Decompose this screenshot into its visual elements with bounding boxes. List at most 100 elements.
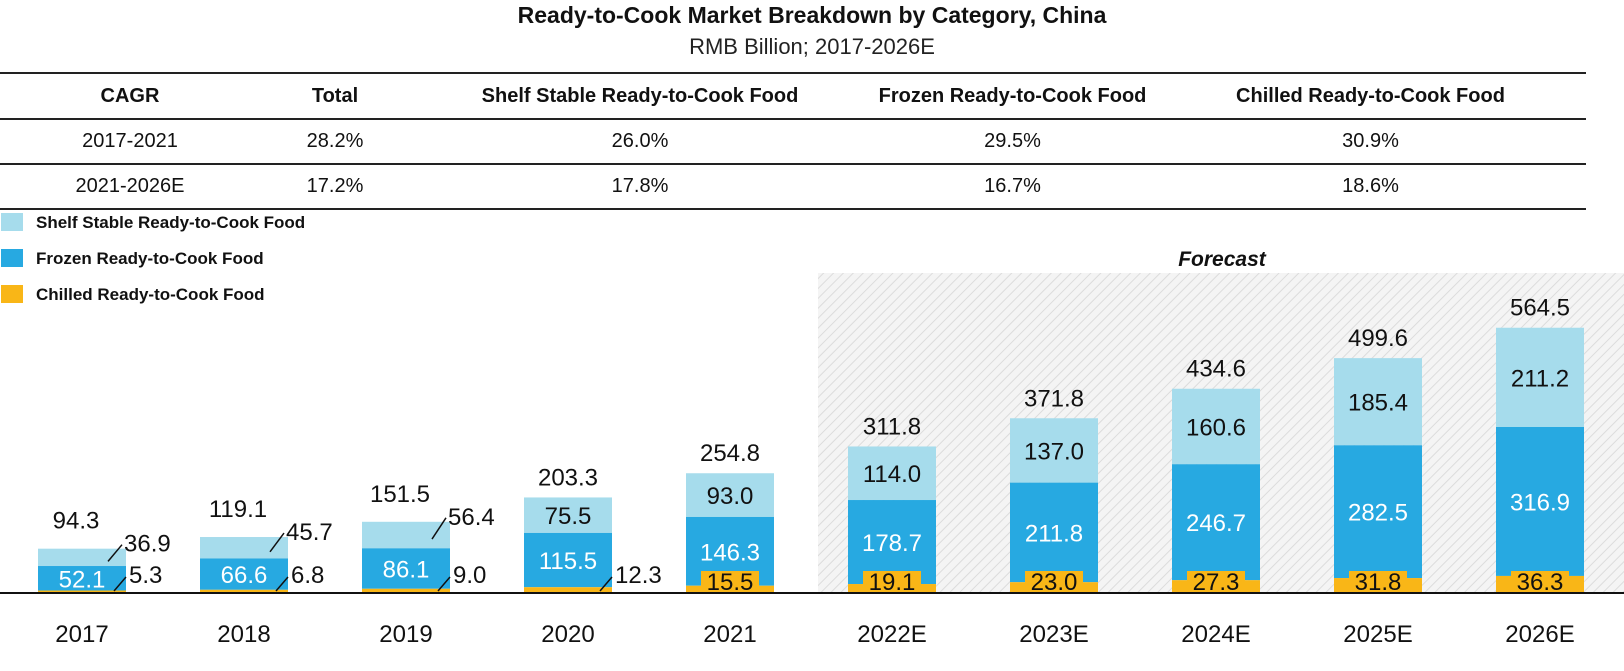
data-label-chilled: 31.8 [1355, 569, 1402, 596]
legend-swatch [1, 213, 23, 231]
bar-segment-frozen [1010, 482, 1098, 583]
data-label-chilled: 15.5 [707, 569, 754, 596]
data-label-total: 371.8 [1024, 385, 1084, 412]
x-tick-label: 2022E [857, 621, 926, 648]
forecast-label: Forecast [1178, 248, 1267, 271]
data-label-chilled: 5.3 [129, 562, 162, 589]
cagr-header-cagr: CAGR [0, 72, 260, 120]
chart-title: Ready-to-Cook Market Breakdown by Catego… [517, 2, 1107, 28]
bar-segment-shelf-stable [362, 521, 450, 549]
bar-segment-frozen [200, 558, 288, 590]
x-tick-label: 2020 [541, 621, 594, 648]
bar-segment-chilled [200, 589, 288, 593]
data-label-shelf-stable: 185.4 [1348, 390, 1408, 417]
data-label-chilled-bg [1511, 571, 1569, 593]
data-label-frozen: 146.3 [700, 539, 760, 566]
bar-segment-shelf-stable [1172, 388, 1260, 465]
data-label-chilled-bg [1349, 571, 1407, 593]
bar-segment-chilled [524, 587, 612, 593]
cagr-cell-chilled: 30.9% [1155, 119, 1586, 165]
data-label-total: 564.5 [1510, 295, 1570, 322]
cagr-header-chilled: Chilled Ready-to-Cook Food [1155, 72, 1586, 120]
x-tick-label: 2019 [379, 621, 432, 648]
cagr-cell-chilled: 18.6% [1155, 164, 1586, 210]
bar-segment-shelf-stable [38, 548, 126, 567]
data-label-shelf-stable: 211.2 [1511, 365, 1569, 392]
data-label-frozen: 211.8 [1025, 520, 1083, 547]
data-label-shelf-stable: 36.9 [124, 531, 171, 558]
cagr-cell-frozen: 16.7% [870, 164, 1155, 210]
data-label-chilled-bg [863, 571, 921, 593]
data-label-total: 434.6 [1186, 356, 1246, 383]
cagr-cell-frozen: 29.5% [870, 119, 1155, 165]
leader-line [107, 544, 123, 562]
bar-segment-shelf-stable [1496, 327, 1584, 427]
bar-segment-frozen [1496, 426, 1584, 576]
data-label-chilled: 19.1 [869, 569, 916, 596]
data-label-frozen: 52.1 [59, 566, 106, 593]
leader-line [437, 576, 451, 592]
data-label-chilled-bg [701, 571, 759, 593]
stacked-bar-chart: Forecast Shelf Stable Ready-to-Cook Food… [0, 213, 1624, 648]
x-tick-label: 2023E [1019, 621, 1088, 648]
leader-line [275, 576, 289, 592]
bar-segment-shelf-stable [1334, 358, 1422, 446]
cagr-header-row: CAGR Total Shelf Stable Ready-to-Cook Fo… [0, 72, 1586, 120]
data-label-frozen: 115.5 [539, 548, 597, 575]
bar-segment-frozen [1172, 464, 1260, 581]
cagr-table: CAGR Total Shelf Stable Ready-to-Cook Fo… [0, 72, 1586, 210]
data-label-chilled: 6.8 [291, 562, 324, 589]
data-label-frozen: 246.7 [1186, 510, 1246, 537]
data-label-total: 311.8 [863, 413, 921, 440]
cagr-row-2021-2026e: 2021-2026E 17.2% 17.8% 16.7% 18.6% [0, 164, 1586, 210]
bar-segment-frozen [524, 532, 612, 588]
cagr-header-shelf-stable: Shelf Stable Ready-to-Cook Food [410, 72, 870, 120]
bar-segment-frozen [848, 500, 936, 585]
cagr-cell-total: 17.2% [260, 164, 410, 210]
data-label-shelf-stable: 45.7 [286, 519, 333, 546]
data-label-shelf-stable: 137.0 [1024, 438, 1084, 465]
data-label-chilled: 23.0 [1031, 569, 1078, 596]
x-tick-label: 2024E [1181, 621, 1250, 648]
bar-segment-chilled [362, 588, 450, 593]
data-label-total: 203.3 [538, 464, 598, 491]
legend-swatch [1, 249, 23, 267]
x-tick-label: 2018 [217, 621, 270, 648]
leader-line [269, 532, 285, 553]
bar-segment-chilled [38, 590, 126, 593]
data-label-shelf-stable: 93.0 [707, 483, 754, 510]
data-label-frozen: 282.5 [1348, 500, 1408, 527]
bar-segment-frozen [1334, 445, 1422, 579]
leader-line [431, 517, 447, 540]
legend-swatch [1, 285, 23, 303]
data-label-shelf-stable: 56.4 [448, 504, 495, 531]
data-label-chilled-bg [1025, 571, 1083, 593]
legend-label: Frozen Ready-to-Cook Food [36, 249, 264, 268]
cagr-cell-shelf-stable: 26.0% [410, 119, 870, 165]
data-label-total: 94.3 [53, 508, 100, 535]
data-label-chilled: 27.3 [1193, 569, 1240, 596]
bar-segment-frozen [38, 566, 126, 591]
data-label-shelf-stable: 75.5 [545, 503, 592, 530]
data-label-chilled: 12.3 [615, 562, 662, 589]
data-label-frozen: 66.6 [221, 562, 268, 589]
bars: 52.1 36.9 94.3 5.3 66.6 45.7 119.1 6.8 86.1 56.4 1… [38, 295, 1584, 596]
cagr-row-2017-2021: 2017-2021 28.2% 26.0% 29.5% 30.9% [0, 119, 1586, 165]
bar-segment-shelf-stable [200, 537, 288, 559]
bar-segment-shelf-stable [524, 497, 612, 533]
legend-label: Shelf Stable Ready-to-Cook Food [36, 213, 305, 232]
bar-segment-frozen [362, 548, 450, 589]
leader-line [599, 576, 613, 592]
cagr-cell-total: 28.2% [260, 119, 410, 165]
data-label-total: 151.5 [370, 481, 430, 508]
data-label-frozen: 86.1 [383, 557, 430, 584]
x-tick-label: 2025E [1343, 621, 1412, 648]
data-label-shelf-stable: 114.0 [863, 461, 921, 488]
cagr-header-total: Total [260, 72, 410, 120]
data-label-total: 499.6 [1348, 325, 1408, 352]
legend-label: Chilled Ready-to-Cook Food [36, 285, 265, 304]
data-label-shelf-stable: 160.6 [1186, 414, 1246, 441]
bar-segment-shelf-stable [1010, 418, 1098, 483]
data-label-frozen: 316.9 [1510, 489, 1570, 516]
x-tick-label: 2026E [1505, 621, 1574, 648]
